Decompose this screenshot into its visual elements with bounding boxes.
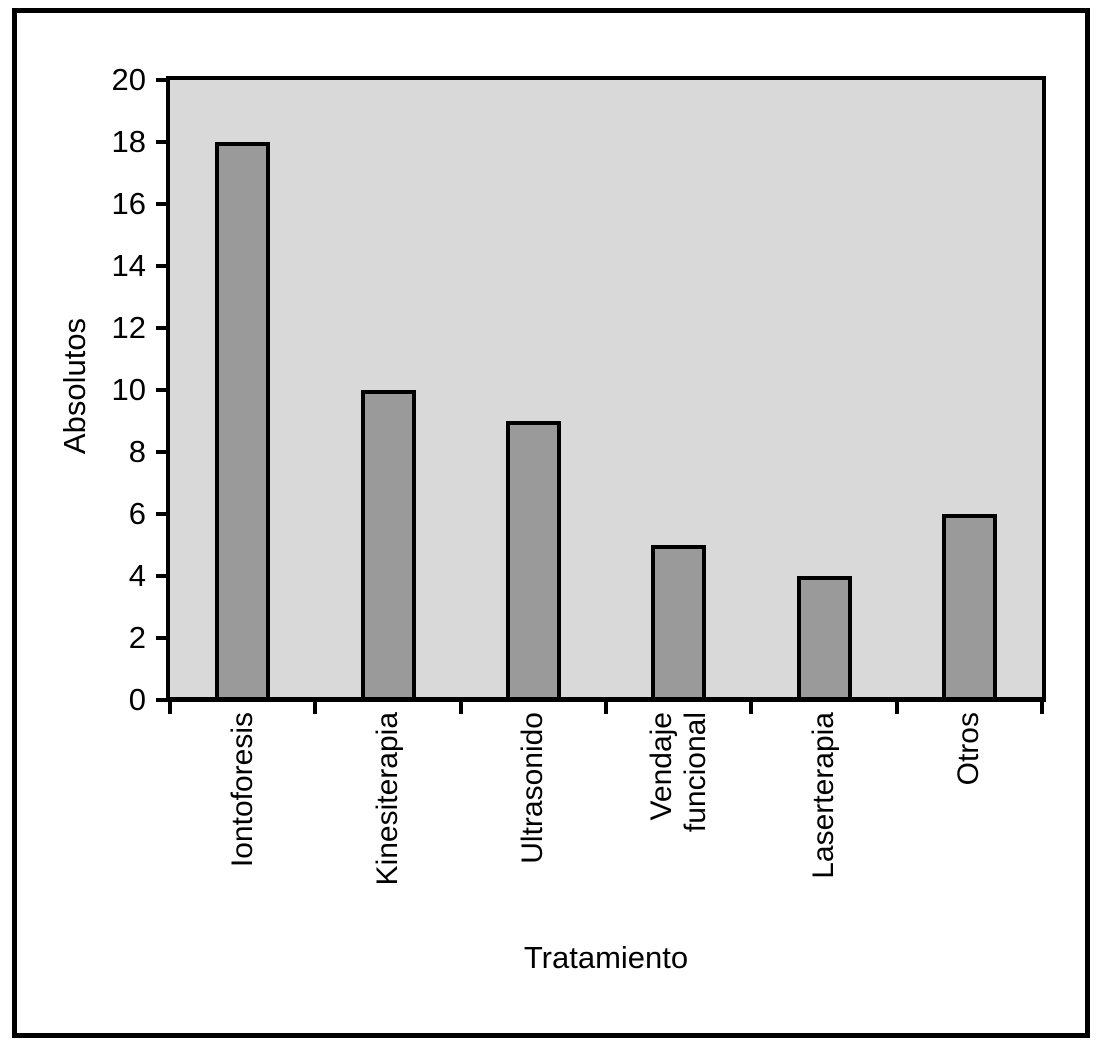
y-tick [156, 140, 170, 144]
x-tick [604, 700, 608, 714]
y-tick [156, 636, 170, 640]
y-axis-title: Absolutos [57, 317, 92, 455]
x-tick [313, 700, 318, 714]
y-tick [156, 388, 170, 392]
bar [941, 514, 997, 700]
y-tick-label: 6 [128, 496, 146, 531]
x-tick [749, 700, 754, 714]
x-tick [894, 700, 899, 714]
y-tick [156, 326, 170, 330]
y-tick [156, 574, 170, 578]
y-tick-label: 2 [128, 620, 146, 655]
x-axis-title: Tratamiento [523, 940, 689, 975]
y-tick-label: 12 [111, 310, 146, 345]
figure-border [12, 8, 1090, 1038]
y-tick-label: 4 [128, 558, 146, 593]
x-tick [458, 700, 463, 714]
y-tick-label: 16 [111, 186, 146, 221]
y-tick-label: 14 [111, 248, 146, 283]
y-tick [156, 512, 170, 516]
y-tick-label: 8 [128, 434, 146, 469]
x-tick [1040, 700, 1044, 714]
y-tick [156, 698, 170, 702]
y-tick [156, 264, 170, 268]
plot-area [166, 76, 1046, 700]
bar [651, 545, 707, 700]
x-axis-line [166, 697, 1046, 702]
y-tick [156, 202, 170, 206]
bar [796, 576, 852, 700]
y-tick [156, 78, 170, 82]
y-tick-label: 18 [111, 124, 146, 159]
y-tick-label: 10 [111, 372, 146, 407]
x-tick [168, 700, 172, 714]
y-tick-label: 20 [111, 62, 146, 97]
y-tick-label: 0 [128, 682, 146, 717]
bar [215, 142, 271, 700]
bar [505, 421, 561, 700]
bar [360, 390, 416, 700]
y-tick [156, 450, 170, 454]
